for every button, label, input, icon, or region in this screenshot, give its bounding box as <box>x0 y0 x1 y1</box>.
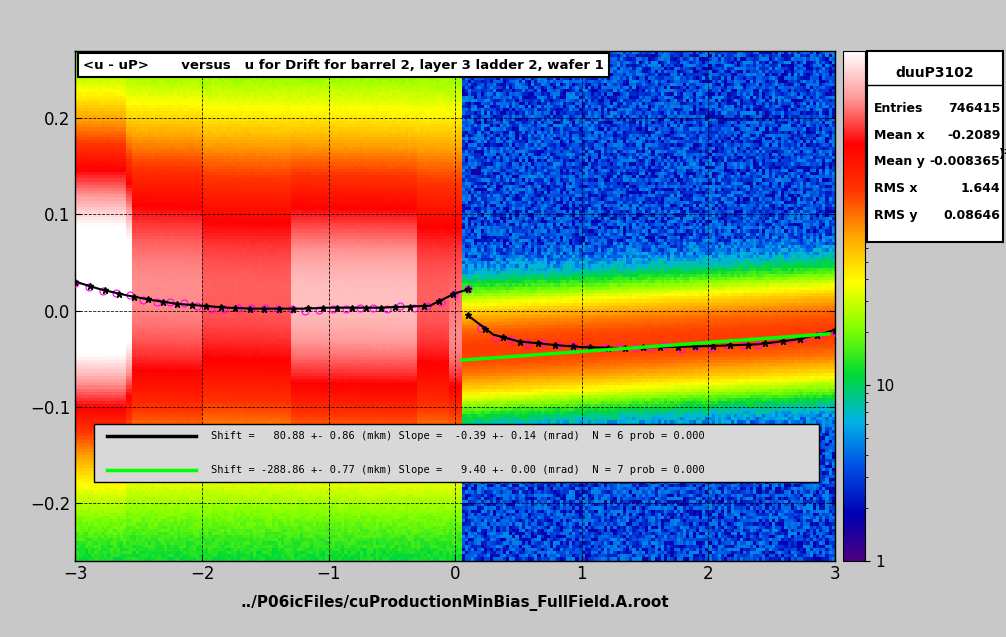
Text: -0.2089: -0.2089 <box>947 129 1000 141</box>
Text: RMS y: RMS y <box>874 209 917 222</box>
Text: Entries: Entries <box>874 102 924 115</box>
Text: Mean y: Mean y <box>874 155 925 168</box>
Text: 746415: 746415 <box>948 102 1000 115</box>
Text: )²: )² <box>999 148 1006 161</box>
Text: duuP3102: duuP3102 <box>895 66 975 80</box>
Text: RMS x: RMS x <box>874 182 917 195</box>
Text: 1.644: 1.644 <box>961 182 1000 195</box>
Text: -0.008365: -0.008365 <box>930 155 1000 168</box>
X-axis label: ../P06icFiles/cuProductionMinBias_FullField.A.root: ../P06icFiles/cuProductionMinBias_FullFi… <box>240 594 670 610</box>
Text: Shift =   80.88 +- 0.86 (mkm) Slope =  -0.39 +- 0.14 (mrad)  N = 6 prob = 0.000: Shift = 80.88 +- 0.86 (mkm) Slope = -0.3… <box>211 431 704 441</box>
Bar <box>95 424 819 482</box>
Text: <u - uP>       versus   u for Drift for barrel 2, layer 3 ladder 2, wafer 1: <u - uP> versus u for Drift for barrel 2… <box>83 59 604 71</box>
Text: 0.08646: 0.08646 <box>944 209 1000 222</box>
Text: Shift = -288.86 +- 0.77 (mkm) Slope =   9.40 +- 0.00 (mrad)  N = 7 prob = 0.000: Shift = -288.86 +- 0.77 (mkm) Slope = 9.… <box>211 465 704 475</box>
Text: Mean x: Mean x <box>874 129 925 141</box>
